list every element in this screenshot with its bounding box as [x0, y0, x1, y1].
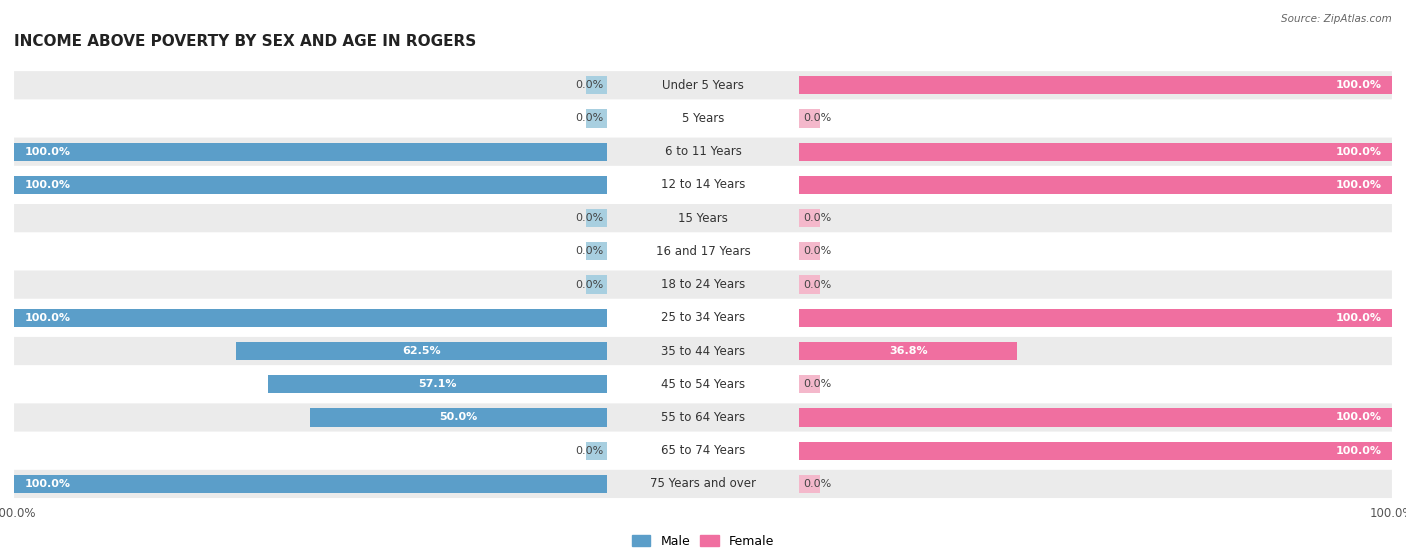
FancyBboxPatch shape	[14, 71, 1392, 99]
Text: 100.0%: 100.0%	[1336, 412, 1382, 422]
Text: 50.0%: 50.0%	[439, 412, 478, 422]
Text: Under 5 Years: Under 5 Years	[662, 79, 744, 92]
Text: Source: ZipAtlas.com: Source: ZipAtlas.com	[1281, 14, 1392, 24]
Bar	[800, 342, 1018, 360]
Text: 0.0%: 0.0%	[803, 479, 831, 489]
Text: 0.0%: 0.0%	[575, 80, 603, 90]
Bar	[586, 441, 606, 460]
Bar	[800, 242, 820, 261]
FancyBboxPatch shape	[14, 337, 1392, 365]
FancyBboxPatch shape	[14, 370, 1392, 398]
Text: 0.0%: 0.0%	[803, 213, 831, 223]
Bar	[586, 276, 606, 294]
Bar	[586, 242, 606, 261]
Bar	[800, 475, 820, 493]
Text: 100.0%: 100.0%	[24, 180, 70, 190]
Text: 100.0%: 100.0%	[1336, 147, 1382, 157]
Bar	[800, 375, 820, 393]
Bar	[586, 76, 606, 94]
Bar	[800, 309, 1392, 327]
FancyBboxPatch shape	[14, 304, 1392, 332]
Bar	[586, 109, 606, 128]
FancyBboxPatch shape	[14, 436, 1392, 465]
Text: 0.0%: 0.0%	[575, 213, 603, 223]
Text: 25 to 34 Years: 25 to 34 Years	[661, 311, 745, 324]
FancyBboxPatch shape	[14, 104, 1392, 133]
Bar	[800, 176, 1392, 194]
Text: 36.8%: 36.8%	[889, 346, 928, 356]
Bar	[800, 408, 1392, 427]
Bar	[236, 342, 606, 360]
Text: 100.0%: 100.0%	[1336, 180, 1382, 190]
Text: 0.0%: 0.0%	[575, 446, 603, 456]
Text: 12 to 14 Years: 12 to 14 Years	[661, 179, 745, 191]
Text: 57.1%: 57.1%	[418, 379, 457, 389]
Text: 0.0%: 0.0%	[575, 113, 603, 123]
Bar	[800, 109, 820, 128]
Text: 75 Years and over: 75 Years and over	[650, 478, 756, 490]
Text: 0.0%: 0.0%	[575, 246, 603, 256]
Bar	[269, 375, 606, 393]
Text: 65 to 74 Years: 65 to 74 Years	[661, 444, 745, 457]
Bar	[800, 209, 820, 227]
Bar	[800, 441, 1392, 460]
Text: 100.0%: 100.0%	[1336, 80, 1382, 90]
Text: 100.0%: 100.0%	[1336, 446, 1382, 456]
Bar	[800, 276, 820, 294]
Bar	[14, 475, 606, 493]
Legend: Male, Female: Male, Female	[627, 530, 779, 552]
Bar	[14, 309, 606, 327]
Text: 100.0%: 100.0%	[1336, 313, 1382, 323]
Text: 16 and 17 Years: 16 and 17 Years	[655, 245, 751, 258]
Text: INCOME ABOVE POVERTY BY SEX AND AGE IN ROGERS: INCOME ABOVE POVERTY BY SEX AND AGE IN R…	[14, 33, 477, 49]
FancyBboxPatch shape	[14, 470, 1392, 498]
Text: 0.0%: 0.0%	[803, 246, 831, 256]
Text: 5 Years: 5 Years	[682, 112, 724, 125]
Text: 6 to 11 Years: 6 to 11 Years	[665, 145, 741, 158]
FancyBboxPatch shape	[14, 138, 1392, 166]
Text: 0.0%: 0.0%	[575, 280, 603, 290]
Text: 55 to 64 Years: 55 to 64 Years	[661, 411, 745, 424]
Text: 100.0%: 100.0%	[24, 147, 70, 157]
Text: 15 Years: 15 Years	[678, 211, 728, 225]
Text: 45 to 54 Years: 45 to 54 Years	[661, 378, 745, 391]
Bar	[800, 142, 1392, 161]
Text: 35 to 44 Years: 35 to 44 Years	[661, 344, 745, 358]
Bar	[586, 209, 606, 227]
Text: 62.5%: 62.5%	[402, 346, 440, 356]
Bar	[14, 142, 606, 161]
Text: 100.0%: 100.0%	[24, 479, 70, 489]
Text: 18 to 24 Years: 18 to 24 Years	[661, 278, 745, 291]
Bar	[14, 176, 606, 194]
Text: 100.0%: 100.0%	[24, 313, 70, 323]
Text: 0.0%: 0.0%	[803, 113, 831, 123]
Bar	[311, 408, 606, 427]
FancyBboxPatch shape	[14, 171, 1392, 199]
FancyBboxPatch shape	[14, 204, 1392, 232]
Text: 0.0%: 0.0%	[803, 379, 831, 389]
Text: 0.0%: 0.0%	[803, 280, 831, 290]
FancyBboxPatch shape	[14, 237, 1392, 266]
FancyBboxPatch shape	[14, 403, 1392, 431]
Bar	[800, 76, 1392, 94]
FancyBboxPatch shape	[14, 271, 1392, 299]
